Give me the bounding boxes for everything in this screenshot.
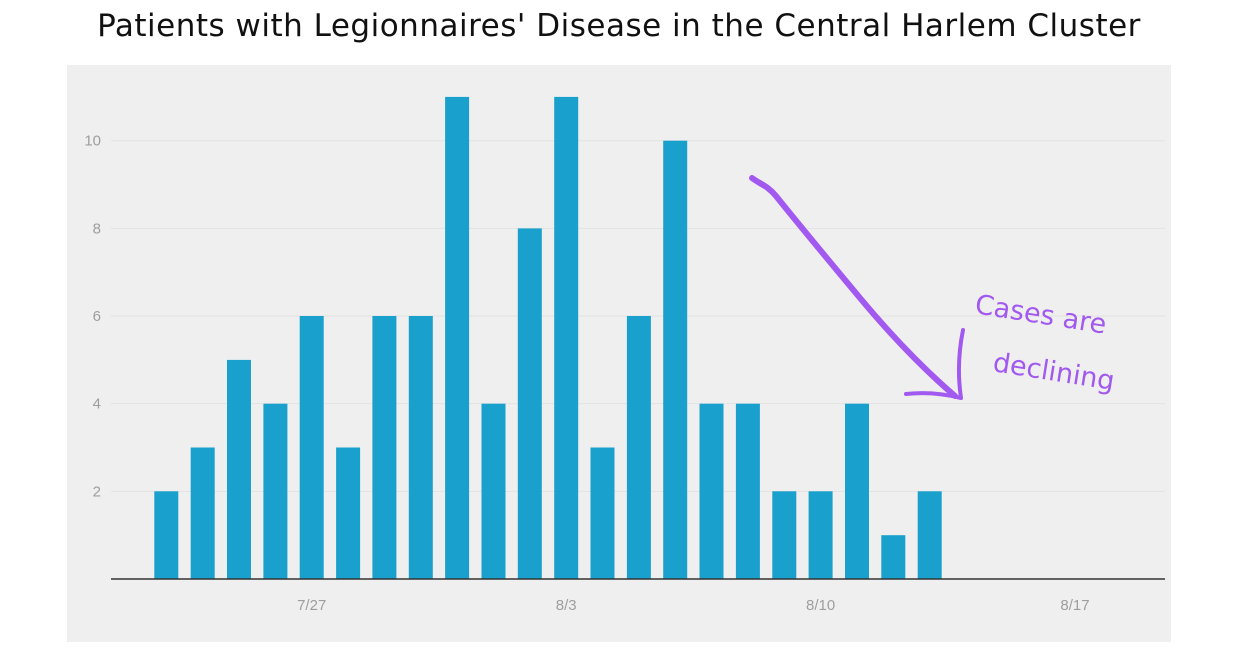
bar-8-7 (699, 403, 724, 579)
bar-7-27 (299, 316, 324, 579)
bar-8-6 (663, 140, 688, 579)
bar-8-1 (481, 403, 506, 579)
bar-8-9 (772, 491, 797, 579)
y-tick-label: 8 (93, 220, 101, 237)
bar-8-12 (881, 535, 906, 579)
chart-title: Patients with Legionnaires' Disease in t… (97, 8, 1141, 44)
bar-7-24 (190, 447, 215, 579)
bar-8-13 (917, 491, 942, 579)
y-tick-label: 2 (93, 483, 101, 500)
bar-8-10 (808, 491, 833, 579)
bar-7-23 (154, 491, 179, 579)
bar-8-8 (735, 403, 760, 579)
bar-7-29 (372, 316, 397, 579)
y-tick-labels: 2 4 6 8 10 (84, 133, 101, 501)
bar-7-26 (263, 403, 288, 579)
x-tick-labels: 7/27 8/3 8/10 8/17 (297, 597, 1090, 614)
y-tick-label: 6 (93, 308, 101, 325)
annotation-arrow-head (904, 328, 965, 400)
bars (154, 96, 942, 580)
annotation-arrow-shaft (749, 175, 958, 399)
bar-7-30 (408, 316, 433, 579)
bar-7-25 (227, 359, 251, 579)
bar-7-28 (336, 447, 361, 579)
bar-8-4 (590, 447, 615, 579)
bar-8-3 (554, 96, 579, 580)
y-tick-label: 4 (93, 396, 101, 413)
y-tick-label: 10 (84, 133, 101, 150)
bar-8-5 (626, 316, 651, 579)
x-tick-label: 8/10 (806, 597, 835, 614)
x-tick-label: 8/3 (556, 597, 577, 614)
bar-7-31 (445, 96, 470, 580)
bar-8-11 (845, 403, 869, 579)
x-tick-label: 8/17 (1060, 597, 1089, 614)
bar-8-2 (517, 228, 542, 579)
x-tick-label: 7/27 (297, 597, 326, 614)
